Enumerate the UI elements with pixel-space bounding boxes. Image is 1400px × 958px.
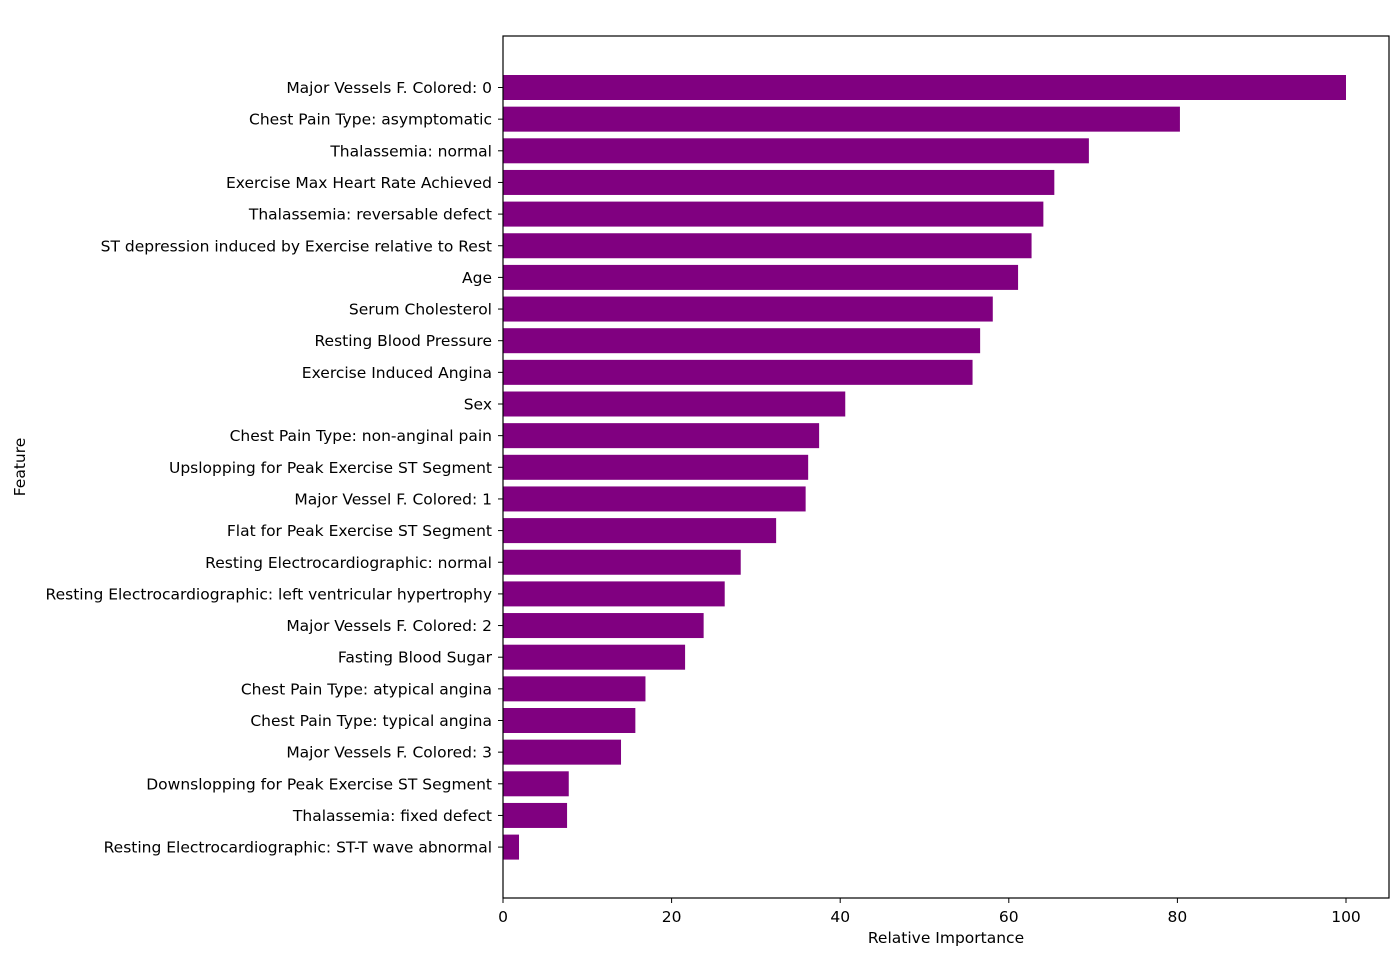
bar: [503, 739, 622, 765]
bar: [503, 169, 1055, 195]
y-tick-label: Fasting Blood Sugar: [338, 649, 493, 667]
y-tick-label: Serum Cholesterol: [349, 301, 492, 319]
y-tick-label: Resting Blood Pressure: [314, 332, 492, 350]
bar: [503, 613, 704, 639]
bar: [503, 644, 686, 670]
bar: [503, 581, 725, 607]
bar: [503, 486, 806, 512]
x-tick-label: 20: [662, 908, 682, 926]
y-tick-label: Major Vessels F. Colored: 3: [286, 744, 492, 762]
y-tick-label: Exercise Induced Angina: [302, 364, 492, 382]
x-tick-label: 60: [999, 908, 1019, 926]
y-tick-label: Thalassemia: normal: [329, 142, 492, 160]
x-tick-label: 40: [830, 908, 850, 926]
bars-group: [503, 75, 1346, 860]
bar: [503, 423, 820, 449]
y-tick-label: Exercise Max Heart Rate Achieved: [226, 174, 492, 192]
y-tick-label: Downslopping for Peak Exercise ST Segmen…: [146, 775, 492, 793]
y-tick-label: Flat for Peak Exercise ST Segment: [227, 522, 492, 540]
bar: [503, 676, 646, 702]
x-axis-ticks: 0 20 40 60 80 100: [498, 898, 1361, 926]
bar: [503, 233, 1032, 259]
bar: [503, 802, 568, 828]
bar: [503, 75, 1346, 100]
y-tick-label: Chest Pain Type: atypical angina: [241, 680, 492, 698]
y-tick-label: Chest Pain Type: asymptomatic: [249, 111, 492, 129]
y-tick-label: Major Vessels F. Colored: 2: [286, 617, 492, 635]
bar: [503, 328, 981, 354]
y-tick-label: Resting Electrocardiographic: ST-T wave …: [104, 839, 492, 857]
y-tick-label: Chest Pain Type: typical angina: [250, 712, 492, 730]
bar: [503, 708, 636, 733]
bar: [503, 359, 973, 385]
bar: [503, 296, 993, 322]
bar: [503, 264, 1019, 290]
bar: [503, 454, 809, 480]
bar: [503, 549, 741, 575]
bar: [503, 771, 569, 797]
y-tick-label: Resting Electrocardiographic: left ventr…: [46, 585, 492, 603]
x-tick-label: 80: [1168, 908, 1188, 926]
y-tick-label: Resting Electrocardiographic: normal: [205, 554, 492, 572]
y-tick-label: Age: [462, 269, 492, 287]
y-tick-label: Thalassemia: reversable defect: [248, 206, 492, 224]
bar: [503, 391, 846, 417]
x-axis-title: Relative Importance: [868, 929, 1024, 947]
y-axis-ticks: Major Vessels F. Colored: 0 Chest Pain Ty…: [46, 79, 503, 857]
bar: [503, 834, 520, 860]
y-tick-label: Major Vessels F. Colored: 0: [286, 79, 492, 97]
bar: [503, 106, 1180, 132]
x-tick-label: 0: [498, 908, 508, 926]
bar: [503, 518, 777, 544]
y-tick-label: ST depression induced by Exercise relati…: [101, 237, 492, 255]
bar: [503, 138, 1089, 164]
y-tick-label: Major Vessel F. Colored: 1: [294, 490, 492, 508]
x-tick-label: 100: [1331, 908, 1361, 926]
y-tick-label: Upslopping for Peak Exercise ST Segment: [169, 459, 492, 477]
bar: [503, 201, 1044, 227]
y-tick-label: Sex: [464, 396, 492, 414]
y-tick-label: Thalassemia: fixed defect: [292, 807, 492, 825]
y-tick-label: Chest Pain Type: non-anginal pain: [230, 427, 492, 445]
y-axis-title: Feature: [11, 438, 29, 497]
